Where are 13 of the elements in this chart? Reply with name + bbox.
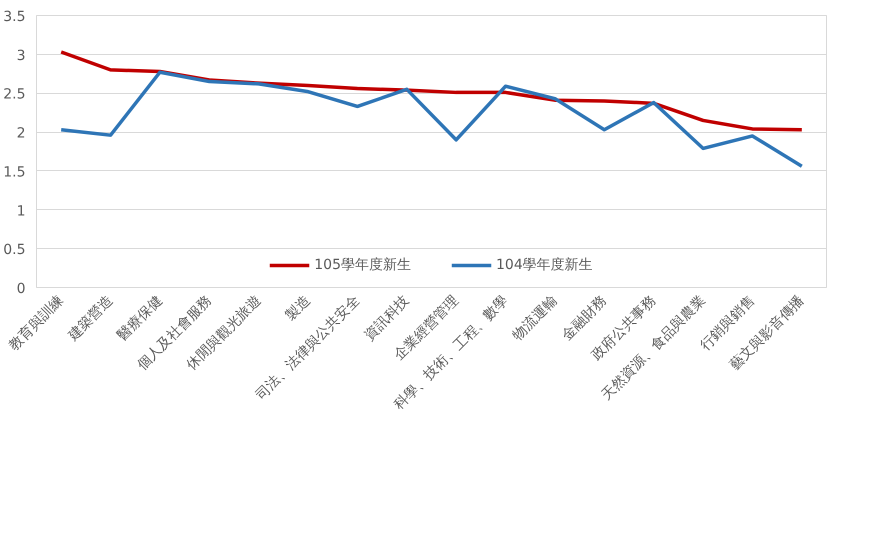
y-tick-label: 3 [16,48,26,64]
legend-label: 105學年度新生 [314,256,411,274]
y-tick-label: 0.5 [3,242,26,258]
legend-label: 104學年度新生 [496,256,593,274]
line-series [59,70,804,168]
y-tick-label: 1 [16,203,26,220]
y-tick-label: 3.5 [3,9,26,25]
y-tick-label: 1.5 [3,164,26,180]
x-tick-label: 製造 [282,292,314,324]
x-tick-label: 建築營造 [64,292,116,344]
x-tick-label: 物流運輸 [510,292,561,344]
y-tick-label: 2 [16,126,26,142]
y-tick-label: 2.5 [3,86,26,103]
